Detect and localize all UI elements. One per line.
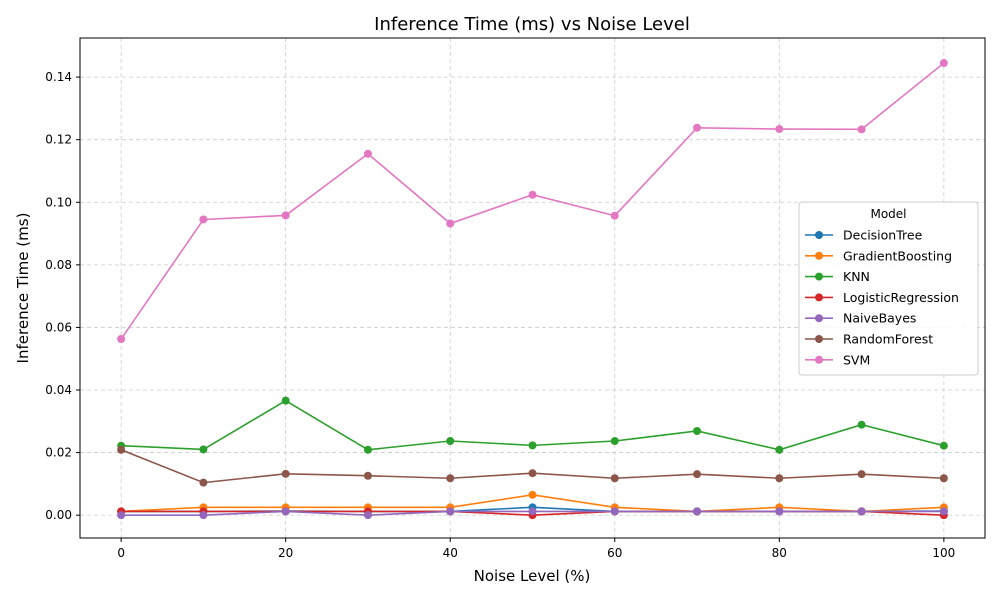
data-point bbox=[281, 469, 290, 478]
y-tick-label: 0.10 bbox=[45, 195, 72, 209]
legend-label: RandomForest bbox=[843, 332, 933, 347]
data-point bbox=[939, 507, 948, 516]
data-point bbox=[857, 125, 866, 134]
data-point bbox=[775, 125, 784, 134]
data-point bbox=[528, 441, 537, 450]
x-tick-label: 60 bbox=[607, 546, 622, 560]
x-tick-label: 40 bbox=[443, 546, 458, 560]
data-point bbox=[775, 445, 784, 454]
data-point bbox=[528, 490, 537, 499]
y-axis-label: Inference Time (ms) bbox=[14, 213, 32, 364]
legend-marker bbox=[815, 293, 823, 302]
data-point bbox=[610, 211, 619, 220]
data-point bbox=[363, 149, 372, 158]
y-tick-label: 0.08 bbox=[45, 258, 72, 272]
data-point bbox=[693, 470, 702, 479]
grid bbox=[80, 38, 985, 538]
data-point bbox=[199, 445, 208, 454]
data-point bbox=[857, 420, 866, 429]
data-point bbox=[693, 426, 702, 435]
series-randomforest bbox=[117, 445, 948, 487]
data-point bbox=[857, 470, 866, 479]
y-tick-label: 0.12 bbox=[45, 133, 72, 147]
series-svm bbox=[117, 59, 948, 344]
data-point bbox=[446, 219, 455, 228]
data-point bbox=[939, 441, 948, 450]
legend-marker bbox=[815, 272, 823, 281]
legend-label: GradientBoosting bbox=[843, 248, 952, 263]
x-tick-label: 80 bbox=[772, 546, 787, 560]
data-point bbox=[199, 511, 208, 520]
legend-marker bbox=[815, 314, 823, 323]
data-point bbox=[693, 123, 702, 132]
x-axis-label: Noise Level (%) bbox=[474, 567, 591, 585]
data-point bbox=[281, 507, 290, 516]
data-point bbox=[363, 511, 372, 520]
data-point bbox=[610, 507, 619, 516]
legend-marker bbox=[815, 355, 823, 364]
chart-title: Inference Time (ms) vs Noise Level bbox=[374, 14, 690, 35]
legend-label: DecisionTree bbox=[843, 228, 923, 243]
data-point bbox=[446, 474, 455, 483]
legend-marker bbox=[815, 251, 823, 260]
data-point bbox=[528, 507, 537, 516]
y-tick-label: 0.02 bbox=[45, 446, 72, 460]
y-tick-label: 0.00 bbox=[45, 508, 72, 522]
legend-label: NaiveBayes bbox=[843, 311, 916, 326]
y-tick-label: 0.04 bbox=[45, 383, 72, 397]
data-point bbox=[281, 396, 290, 405]
data-point bbox=[939, 474, 948, 483]
data-point bbox=[528, 469, 537, 478]
plot-frame bbox=[79, 37, 986, 539]
data-point bbox=[117, 445, 126, 454]
data-point bbox=[117, 335, 126, 344]
data-point bbox=[117, 511, 126, 520]
data-point bbox=[857, 507, 866, 516]
series-knn bbox=[117, 396, 948, 454]
x-tick-label: 100 bbox=[932, 546, 955, 560]
legend-box bbox=[798, 201, 979, 376]
data-point bbox=[199, 478, 208, 487]
legend-label: LogisticRegression bbox=[843, 290, 959, 305]
data-point bbox=[610, 437, 619, 446]
x-tick-label: 0 bbox=[117, 546, 125, 560]
data-point bbox=[363, 471, 372, 480]
data-point bbox=[363, 445, 372, 454]
legend-marker bbox=[815, 231, 823, 239]
data-point bbox=[693, 507, 702, 516]
data-point bbox=[528, 190, 537, 199]
data-point bbox=[199, 215, 208, 224]
legend-label: SVM bbox=[843, 352, 870, 367]
data-point bbox=[939, 59, 948, 68]
data-point bbox=[610, 474, 619, 483]
y-tick-label: 0.06 bbox=[45, 320, 72, 334]
data-point bbox=[446, 507, 455, 516]
series-group bbox=[117, 59, 948, 520]
y-tick-label: 0.14 bbox=[45, 70, 72, 84]
legend-title: Model bbox=[870, 207, 906, 221]
data-point bbox=[775, 474, 784, 483]
series-naivebayes bbox=[117, 507, 948, 520]
legend-marker bbox=[815, 335, 823, 343]
axes: 0 20 40 60 80 100 0.00 0.02 0.04 0.06 0.08 0.10 0.12… bbox=[45, 70, 955, 560]
legend-label: KNN bbox=[843, 269, 870, 284]
data-point bbox=[775, 507, 784, 516]
data-point bbox=[281, 211, 290, 220]
x-tick-label: 20 bbox=[278, 546, 293, 560]
legend: Model DecisionTree GradientBoosting KNN Logi… bbox=[798, 201, 979, 376]
data-point bbox=[446, 437, 455, 446]
